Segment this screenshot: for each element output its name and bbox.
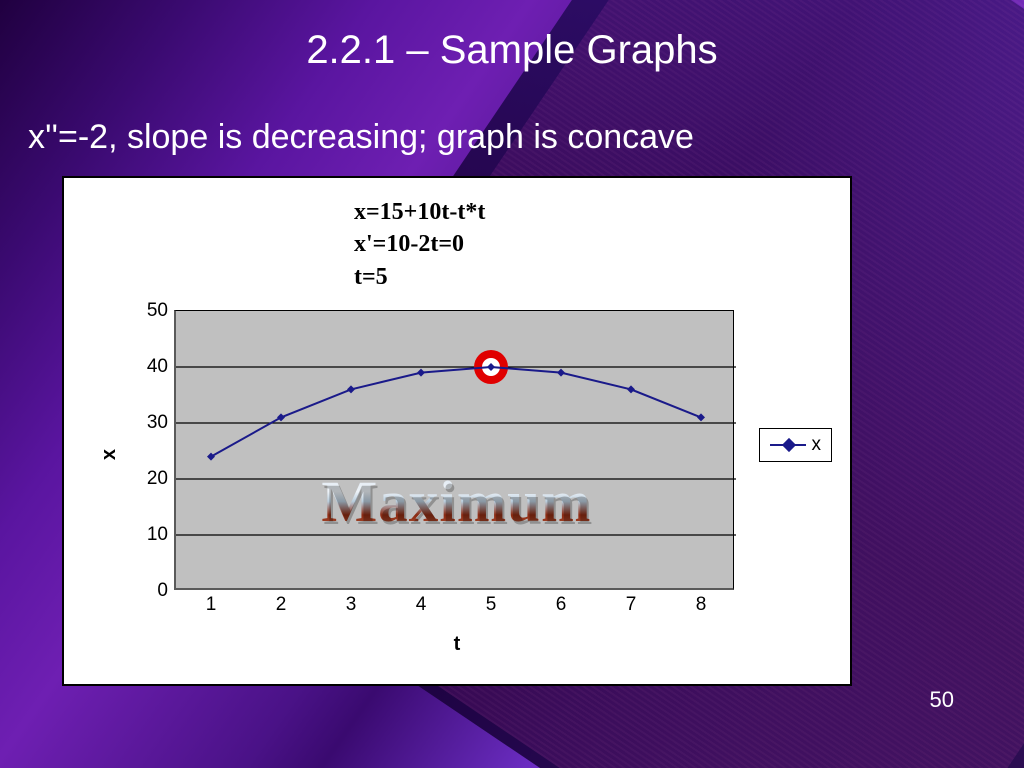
plot-area: 0102030405012345678 <box>174 310 734 590</box>
y-tick: 40 <box>147 356 168 378</box>
x-tick: 7 <box>626 594 637 616</box>
y-tick: 30 <box>147 412 168 434</box>
chart-svg <box>176 311 736 591</box>
legend: x <box>759 428 833 462</box>
slide-title: 2.2.1 – Sample Graphs <box>0 28 1024 73</box>
x-tick: 6 <box>556 594 567 616</box>
chart-container: x=15+10t-t*t x'=10-2t=0 t=5 x t 01020304… <box>62 176 852 686</box>
equation-line-3: t=5 <box>354 261 485 293</box>
slide-subtitle: x''=-2, slope is decreasing; graph is co… <box>28 118 694 157</box>
slide: 2.2.1 – Sample Graphs x''=-2, slope is d… <box>0 0 1024 768</box>
legend-label: x <box>812 434 822 456</box>
x-tick: 2 <box>276 594 287 616</box>
y-tick: 20 <box>147 468 168 490</box>
x-tick: 4 <box>416 594 427 616</box>
equation-line-1: x=15+10t-t*t <box>354 196 485 228</box>
y-axis-label: x <box>98 449 121 460</box>
x-tick: 3 <box>346 594 357 616</box>
equation-block: x=15+10t-t*t x'=10-2t=0 t=5 <box>354 196 485 293</box>
page-number: 50 <box>930 687 954 713</box>
wordart-maximum: Maximum <box>321 468 591 535</box>
legend-swatch <box>770 444 806 446</box>
x-tick: 5 <box>486 594 497 616</box>
x-tick: 8 <box>696 594 707 616</box>
x-tick: 1 <box>206 594 217 616</box>
equation-line-2: x'=10-2t=0 <box>354 228 485 260</box>
y-tick: 0 <box>157 580 168 602</box>
x-axis-label: t <box>64 633 850 656</box>
y-tick: 10 <box>147 524 168 546</box>
y-tick: 50 <box>147 300 168 322</box>
